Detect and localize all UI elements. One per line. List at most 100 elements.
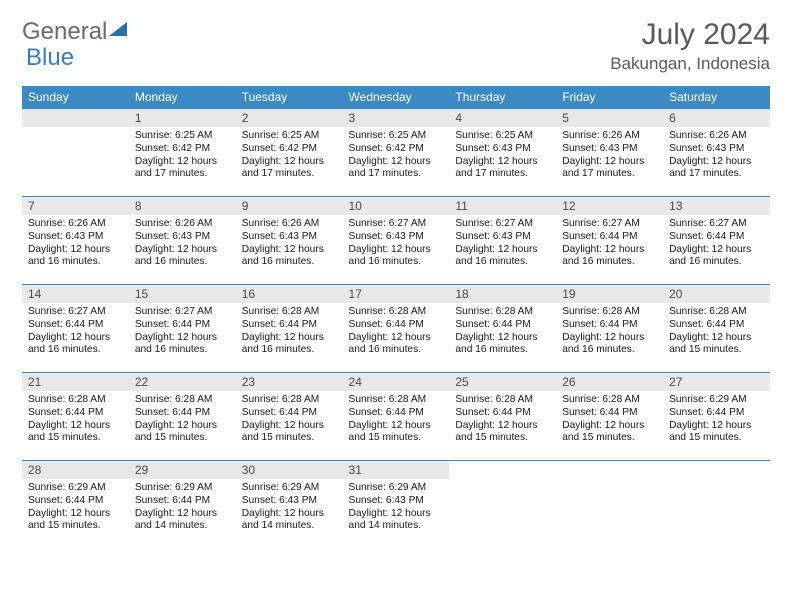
day-number: 5 <box>556 109 663 127</box>
day-details: Sunrise: 6:29 AMSunset: 6:43 PMDaylight:… <box>343 479 450 537</box>
day-details: Sunrise: 6:29 AMSunset: 6:43 PMDaylight:… <box>236 479 343 537</box>
day-number: 8 <box>129 197 236 215</box>
weekday-header: Wednesday <box>343 86 450 109</box>
logo-word1: General <box>22 18 107 46</box>
day-details: Sunrise: 6:28 AMSunset: 6:44 PMDaylight:… <box>236 303 343 361</box>
month-title: July 2024 <box>610 18 770 52</box>
calendar-row: 28Sunrise: 6:29 AMSunset: 6:44 PMDayligh… <box>22 461 770 549</box>
day-number: 16 <box>236 285 343 303</box>
calendar-cell <box>556 461 663 549</box>
calendar-cell: 23Sunrise: 6:28 AMSunset: 6:44 PMDayligh… <box>236 373 343 461</box>
calendar-cell: 25Sunrise: 6:28 AMSunset: 6:44 PMDayligh… <box>449 373 556 461</box>
calendar-cell: 24Sunrise: 6:28 AMSunset: 6:44 PMDayligh… <box>343 373 450 461</box>
calendar-cell: 16Sunrise: 6:28 AMSunset: 6:44 PMDayligh… <box>236 285 343 373</box>
calendar-cell <box>22 109 129 197</box>
day-details: Sunrise: 6:28 AMSunset: 6:44 PMDaylight:… <box>449 391 556 449</box>
logo-triangle-icon <box>109 22 127 36</box>
calendar-cell: 13Sunrise: 6:27 AMSunset: 6:44 PMDayligh… <box>663 197 770 285</box>
day-details: Sunrise: 6:26 AMSunset: 6:43 PMDaylight:… <box>236 215 343 273</box>
calendar-cell: 7Sunrise: 6:26 AMSunset: 6:43 PMDaylight… <box>22 197 129 285</box>
weekday-header: Monday <box>129 86 236 109</box>
calendar-cell: 10Sunrise: 6:27 AMSunset: 6:43 PMDayligh… <box>343 197 450 285</box>
day-number: 19 <box>556 285 663 303</box>
day-details: Sunrise: 6:28 AMSunset: 6:44 PMDaylight:… <box>343 391 450 449</box>
day-number: 17 <box>343 285 450 303</box>
day-number: 1 <box>129 109 236 127</box>
day-number: 6 <box>663 109 770 127</box>
calendar-cell: 27Sunrise: 6:29 AMSunset: 6:44 PMDayligh… <box>663 373 770 461</box>
day-number: 7 <box>22 197 129 215</box>
day-details: Sunrise: 6:28 AMSunset: 6:44 PMDaylight:… <box>343 303 450 361</box>
calendar-cell: 6Sunrise: 6:26 AMSunset: 6:43 PMDaylight… <box>663 109 770 197</box>
day-number: 20 <box>663 285 770 303</box>
calendar-cell <box>449 461 556 549</box>
calendar-cell: 17Sunrise: 6:28 AMSunset: 6:44 PMDayligh… <box>343 285 450 373</box>
day-number: 11 <box>449 197 556 215</box>
day-details: Sunrise: 6:26 AMSunset: 6:43 PMDaylight:… <box>129 215 236 273</box>
day-number: 29 <box>129 461 236 479</box>
calendar-cell: 15Sunrise: 6:27 AMSunset: 6:44 PMDayligh… <box>129 285 236 373</box>
day-number: 26 <box>556 373 663 391</box>
calendar-cell: 12Sunrise: 6:27 AMSunset: 6:44 PMDayligh… <box>556 197 663 285</box>
day-details: Sunrise: 6:27 AMSunset: 6:44 PMDaylight:… <box>663 215 770 273</box>
calendar-cell: 28Sunrise: 6:29 AMSunset: 6:44 PMDayligh… <box>22 461 129 549</box>
day-details: Sunrise: 6:29 AMSunset: 6:44 PMDaylight:… <box>22 479 129 537</box>
day-details: Sunrise: 6:29 AMSunset: 6:44 PMDaylight:… <box>663 391 770 449</box>
day-details: Sunrise: 6:28 AMSunset: 6:44 PMDaylight:… <box>556 391 663 449</box>
day-details: Sunrise: 6:28 AMSunset: 6:44 PMDaylight:… <box>449 303 556 361</box>
day-number-empty <box>22 109 129 127</box>
day-details: Sunrise: 6:27 AMSunset: 6:44 PMDaylight:… <box>556 215 663 273</box>
day-details: Sunrise: 6:27 AMSunset: 6:43 PMDaylight:… <box>449 215 556 273</box>
title-block: July 2024 Bakungan, Indonesia <box>610 18 770 74</box>
calendar-cell: 5Sunrise: 6:26 AMSunset: 6:43 PMDaylight… <box>556 109 663 197</box>
weekday-header: Thursday <box>449 86 556 109</box>
day-number: 9 <box>236 197 343 215</box>
day-number: 21 <box>22 373 129 391</box>
calendar-cell: 19Sunrise: 6:28 AMSunset: 6:44 PMDayligh… <box>556 285 663 373</box>
day-number: 14 <box>22 285 129 303</box>
day-details: Sunrise: 6:26 AMSunset: 6:43 PMDaylight:… <box>556 127 663 185</box>
day-details: Sunrise: 6:27 AMSunset: 6:44 PMDaylight:… <box>129 303 236 361</box>
calendar-cell: 26Sunrise: 6:28 AMSunset: 6:44 PMDayligh… <box>556 373 663 461</box>
calendar-cell: 8Sunrise: 6:26 AMSunset: 6:43 PMDaylight… <box>129 197 236 285</box>
day-details: Sunrise: 6:27 AMSunset: 6:44 PMDaylight:… <box>22 303 129 361</box>
day-number: 2 <box>236 109 343 127</box>
day-number: 25 <box>449 373 556 391</box>
calendar-cell: 31Sunrise: 6:29 AMSunset: 6:43 PMDayligh… <box>343 461 450 549</box>
day-details: Sunrise: 6:25 AMSunset: 6:42 PMDaylight:… <box>129 127 236 185</box>
day-number: 3 <box>343 109 450 127</box>
weekday-header: Friday <box>556 86 663 109</box>
day-number: 27 <box>663 373 770 391</box>
calendar-row: 7Sunrise: 6:26 AMSunset: 6:43 PMDaylight… <box>22 197 770 285</box>
weekday-header-row: Sunday Monday Tuesday Wednesday Thursday… <box>22 86 770 109</box>
day-details: Sunrise: 6:28 AMSunset: 6:44 PMDaylight:… <box>129 391 236 449</box>
day-number: 22 <box>129 373 236 391</box>
day-number: 23 <box>236 373 343 391</box>
day-number: 18 <box>449 285 556 303</box>
day-details: Sunrise: 6:27 AMSunset: 6:43 PMDaylight:… <box>343 215 450 273</box>
calendar-row: 21Sunrise: 6:28 AMSunset: 6:44 PMDayligh… <box>22 373 770 461</box>
calendar-cell: 30Sunrise: 6:29 AMSunset: 6:43 PMDayligh… <box>236 461 343 549</box>
location: Bakungan, Indonesia <box>610 54 770 74</box>
day-details: Sunrise: 6:29 AMSunset: 6:44 PMDaylight:… <box>129 479 236 537</box>
day-details: Sunrise: 6:25 AMSunset: 6:42 PMDaylight:… <box>343 127 450 185</box>
day-details: Sunrise: 6:25 AMSunset: 6:42 PMDaylight:… <box>236 127 343 185</box>
calendar-cell: 9Sunrise: 6:26 AMSunset: 6:43 PMDaylight… <box>236 197 343 285</box>
logo: General <box>22 18 127 46</box>
day-details: Sunrise: 6:25 AMSunset: 6:43 PMDaylight:… <box>449 127 556 185</box>
calendar-table: Sunday Monday Tuesday Wednesday Thursday… <box>22 86 770 549</box>
day-number: 30 <box>236 461 343 479</box>
calendar-cell: 18Sunrise: 6:28 AMSunset: 6:44 PMDayligh… <box>449 285 556 373</box>
day-number: 12 <box>556 197 663 215</box>
day-details: Sunrise: 6:28 AMSunset: 6:44 PMDaylight:… <box>22 391 129 449</box>
day-number: 28 <box>22 461 129 479</box>
calendar-cell <box>663 461 770 549</box>
day-details: Sunrise: 6:28 AMSunset: 6:44 PMDaylight:… <box>556 303 663 361</box>
calendar-cell: 1Sunrise: 6:25 AMSunset: 6:42 PMDaylight… <box>129 109 236 197</box>
day-number: 24 <box>343 373 450 391</box>
day-details: Sunrise: 6:26 AMSunset: 6:43 PMDaylight:… <box>22 215 129 273</box>
day-number: 31 <box>343 461 450 479</box>
day-number: 4 <box>449 109 556 127</box>
header: General July 2024 Bakungan, Indonesia <box>22 18 770 74</box>
day-details: Sunrise: 6:28 AMSunset: 6:44 PMDaylight:… <box>663 303 770 361</box>
